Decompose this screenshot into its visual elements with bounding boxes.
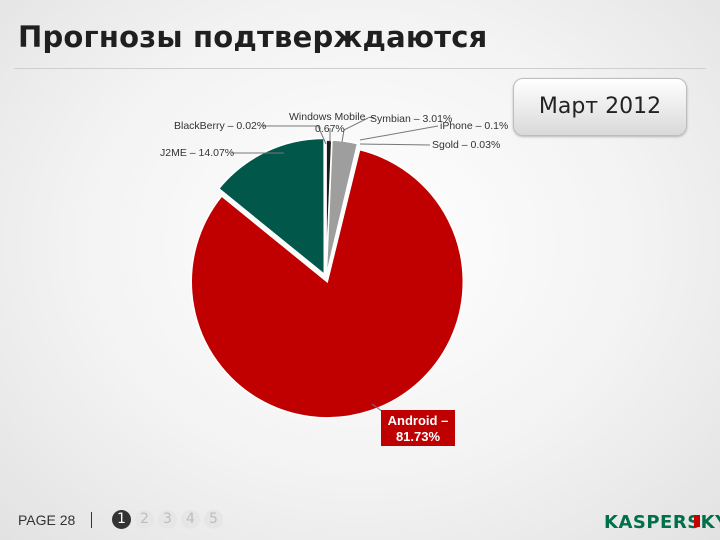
page-number: PAGE 28	[18, 512, 76, 528]
footer-separator	[91, 512, 92, 528]
pager-dot-5[interactable]: 5	[204, 510, 223, 529]
label-winmobile-line2: 0.67%	[315, 123, 345, 135]
date-text: Март 2012	[538, 94, 662, 119]
pager: 1 2 3 4 5	[112, 510, 223, 529]
label-iphone: iPhone – 0.1%	[440, 120, 508, 132]
pager-dot-2[interactable]: 2	[135, 510, 154, 529]
date-badge: Март 2012	[513, 78, 687, 136]
page-title: Прогнозы подтверждаются	[18, 20, 488, 54]
pie-slice-j2me	[217, 137, 326, 276]
leader-blackberry	[262, 125, 327, 145]
label-android-line2: 81.73%	[396, 429, 441, 444]
label-android-line1: Android –	[388, 413, 449, 428]
pager-dot-4[interactable]: 4	[181, 510, 200, 529]
title-divider	[14, 68, 706, 69]
label-sgold: Sgold – 0.03%	[432, 139, 500, 151]
label-symbian: Symbian – 3.01%	[370, 113, 452, 125]
label-j2me: J2ME – 14.07%	[160, 147, 234, 159]
leader-symbian	[341, 117, 369, 143]
kaspersky-logo: KASPERSKY	[604, 512, 720, 533]
logo-badge-icon	[694, 515, 700, 527]
pie-slice-sgold	[325, 142, 360, 277]
leader-iphone	[359, 125, 439, 141]
label-blackberry: BlackBerry – 0.02%	[174, 120, 266, 132]
pager-dot-3[interactable]: 3	[158, 510, 177, 529]
label-winmobile-line1: Windows Mobile –	[289, 111, 374, 123]
android-label-box	[381, 410, 455, 446]
pager-dot-1[interactable]: 1	[112, 510, 131, 529]
pie-slice-android	[190, 148, 465, 419]
leader-sgold	[359, 143, 431, 146]
